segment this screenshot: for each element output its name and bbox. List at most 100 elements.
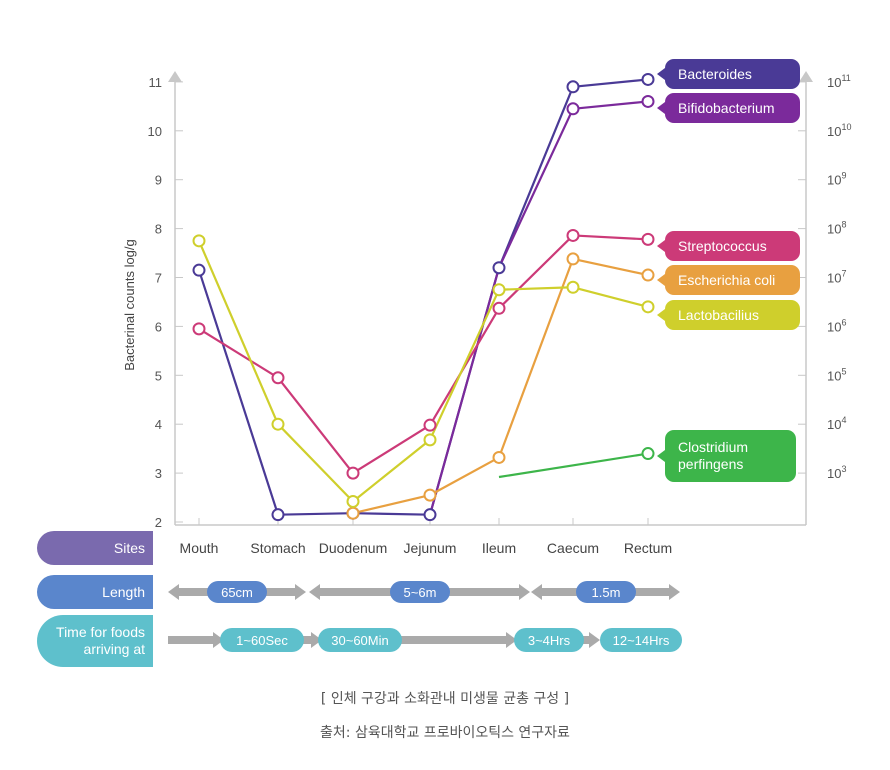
data-point <box>641 447 655 461</box>
y2-tick-label: 109 <box>827 171 846 188</box>
series-line <box>352 257 649 515</box>
series-line <box>428 100 649 515</box>
length-row-tab <box>37 575 153 609</box>
legend-pointer <box>657 102 665 114</box>
sites-row-tab <box>37 531 153 565</box>
legend-pointer <box>657 240 665 252</box>
legend-label: Escherichia coli <box>678 272 775 288</box>
data-point <box>641 232 655 246</box>
y2-tick-label: 1010 <box>827 122 851 139</box>
length-pill <box>576 581 636 603</box>
legend-box <box>665 93 800 123</box>
time-pill-label: 12~14Hrs <box>613 633 670 648</box>
x-tick-label: Rectum <box>624 540 672 556</box>
data-point <box>566 280 580 294</box>
series-line <box>198 234 649 475</box>
time-row-tab <box>37 615 153 667</box>
legend-item: Bacteroides <box>657 59 800 89</box>
time-row-label: Time for foods <box>56 624 145 640</box>
length-pill <box>390 581 450 603</box>
y-tick-label: 2 <box>155 515 162 530</box>
time-arrow-icon <box>580 632 600 648</box>
sites-row-label: Sites <box>114 540 145 556</box>
y2-tick-label: 106 <box>827 317 846 334</box>
y2-tick-label: 107 <box>827 269 846 286</box>
data-point <box>423 508 437 522</box>
series-line <box>197 78 649 516</box>
data-point <box>346 506 360 520</box>
length-pill-label: 65cm <box>221 585 253 600</box>
series-line <box>498 452 649 479</box>
data-point <box>641 300 655 314</box>
x-tick-label: Mouth <box>180 540 219 556</box>
y2-tick-label: 108 <box>827 220 846 237</box>
legend-item: Streptococcus <box>657 231 800 261</box>
time-pill <box>514 628 584 652</box>
data-point <box>492 261 506 275</box>
y-tick-label: 11 <box>149 75 163 90</box>
data-point <box>423 418 437 432</box>
legend-pointer <box>657 68 665 80</box>
legend-label: perfingens <box>678 456 743 472</box>
x-tick-label: Stomach <box>250 540 305 556</box>
data-point <box>192 263 206 277</box>
data-point <box>271 508 285 522</box>
y-tick-label: 7 <box>155 271 162 286</box>
data-point <box>566 102 580 116</box>
x-tick-label: Jejunum <box>404 540 457 556</box>
legend-pointer <box>657 309 665 321</box>
length-pill-label: 1.5m <box>592 585 621 600</box>
time-pill-label: 3~4Hrs <box>528 633 571 648</box>
chart-source: 출처: 삼육대학교 프로바이오틱스 연구자료 <box>320 725 570 741</box>
data-point <box>492 283 506 297</box>
legend-label: Bifidobacterium <box>678 100 775 116</box>
y-tick-label: 8 <box>155 222 162 237</box>
time-arrow-icon <box>396 632 517 648</box>
y-axis-arrow-left-icon <box>168 71 182 82</box>
legend-box <box>665 430 796 482</box>
time-pill <box>220 628 304 652</box>
data-point <box>271 371 285 385</box>
legend-label: Bacteroides <box>678 66 752 82</box>
y-tick-label: 4 <box>155 417 162 432</box>
data-point <box>423 488 437 502</box>
y2-tick-label: 104 <box>827 415 846 432</box>
y-tick-label: 5 <box>155 368 162 383</box>
chart-caption: [ 인체 구강과 소화관내 미생물 균총 구성 ] <box>320 691 570 707</box>
bacteria-chart: 2345678910111031041051061071081091010101… <box>37 59 851 667</box>
data-point <box>566 228 580 242</box>
time-pill-label: 30~60Min <box>331 633 388 648</box>
length-pill-label: 5~6m <box>404 585 437 600</box>
y2-tick-label: 1011 <box>827 73 851 90</box>
time-pill <box>318 628 402 652</box>
data-point <box>641 268 655 282</box>
data-point <box>346 494 360 508</box>
time-arrow-icon <box>300 632 322 648</box>
data-point <box>271 417 285 431</box>
x-tick-label: Caecum <box>547 540 599 556</box>
y-axis-label: Bacterinal counts log/g <box>122 239 137 371</box>
x-tick-label: Duodenum <box>319 540 388 556</box>
data-point <box>346 466 360 480</box>
data-point <box>192 322 206 336</box>
y2-tick-label: 105 <box>827 366 846 383</box>
data-point <box>192 234 206 248</box>
legend-label: Streptococcus <box>678 238 767 254</box>
legend-item: Bifidobacterium <box>657 93 800 123</box>
length-row-label: Length <box>102 584 145 600</box>
data-point <box>492 301 506 315</box>
data-point <box>423 433 437 447</box>
legend-box <box>665 231 800 261</box>
legend-label: Clostridium <box>678 439 748 455</box>
data-point <box>641 94 655 108</box>
legend-item: Lactobacilius <box>657 300 800 330</box>
y-tick-label: 3 <box>155 466 162 481</box>
y-tick-label: 10 <box>148 124 162 139</box>
y-tick-label: 9 <box>155 173 162 188</box>
legend-pointer <box>657 450 665 462</box>
legend-box <box>665 59 800 89</box>
x-tick-label: Ileum <box>482 540 516 556</box>
y-tick-label: 6 <box>155 319 162 334</box>
y2-tick-label: 103 <box>827 464 846 481</box>
